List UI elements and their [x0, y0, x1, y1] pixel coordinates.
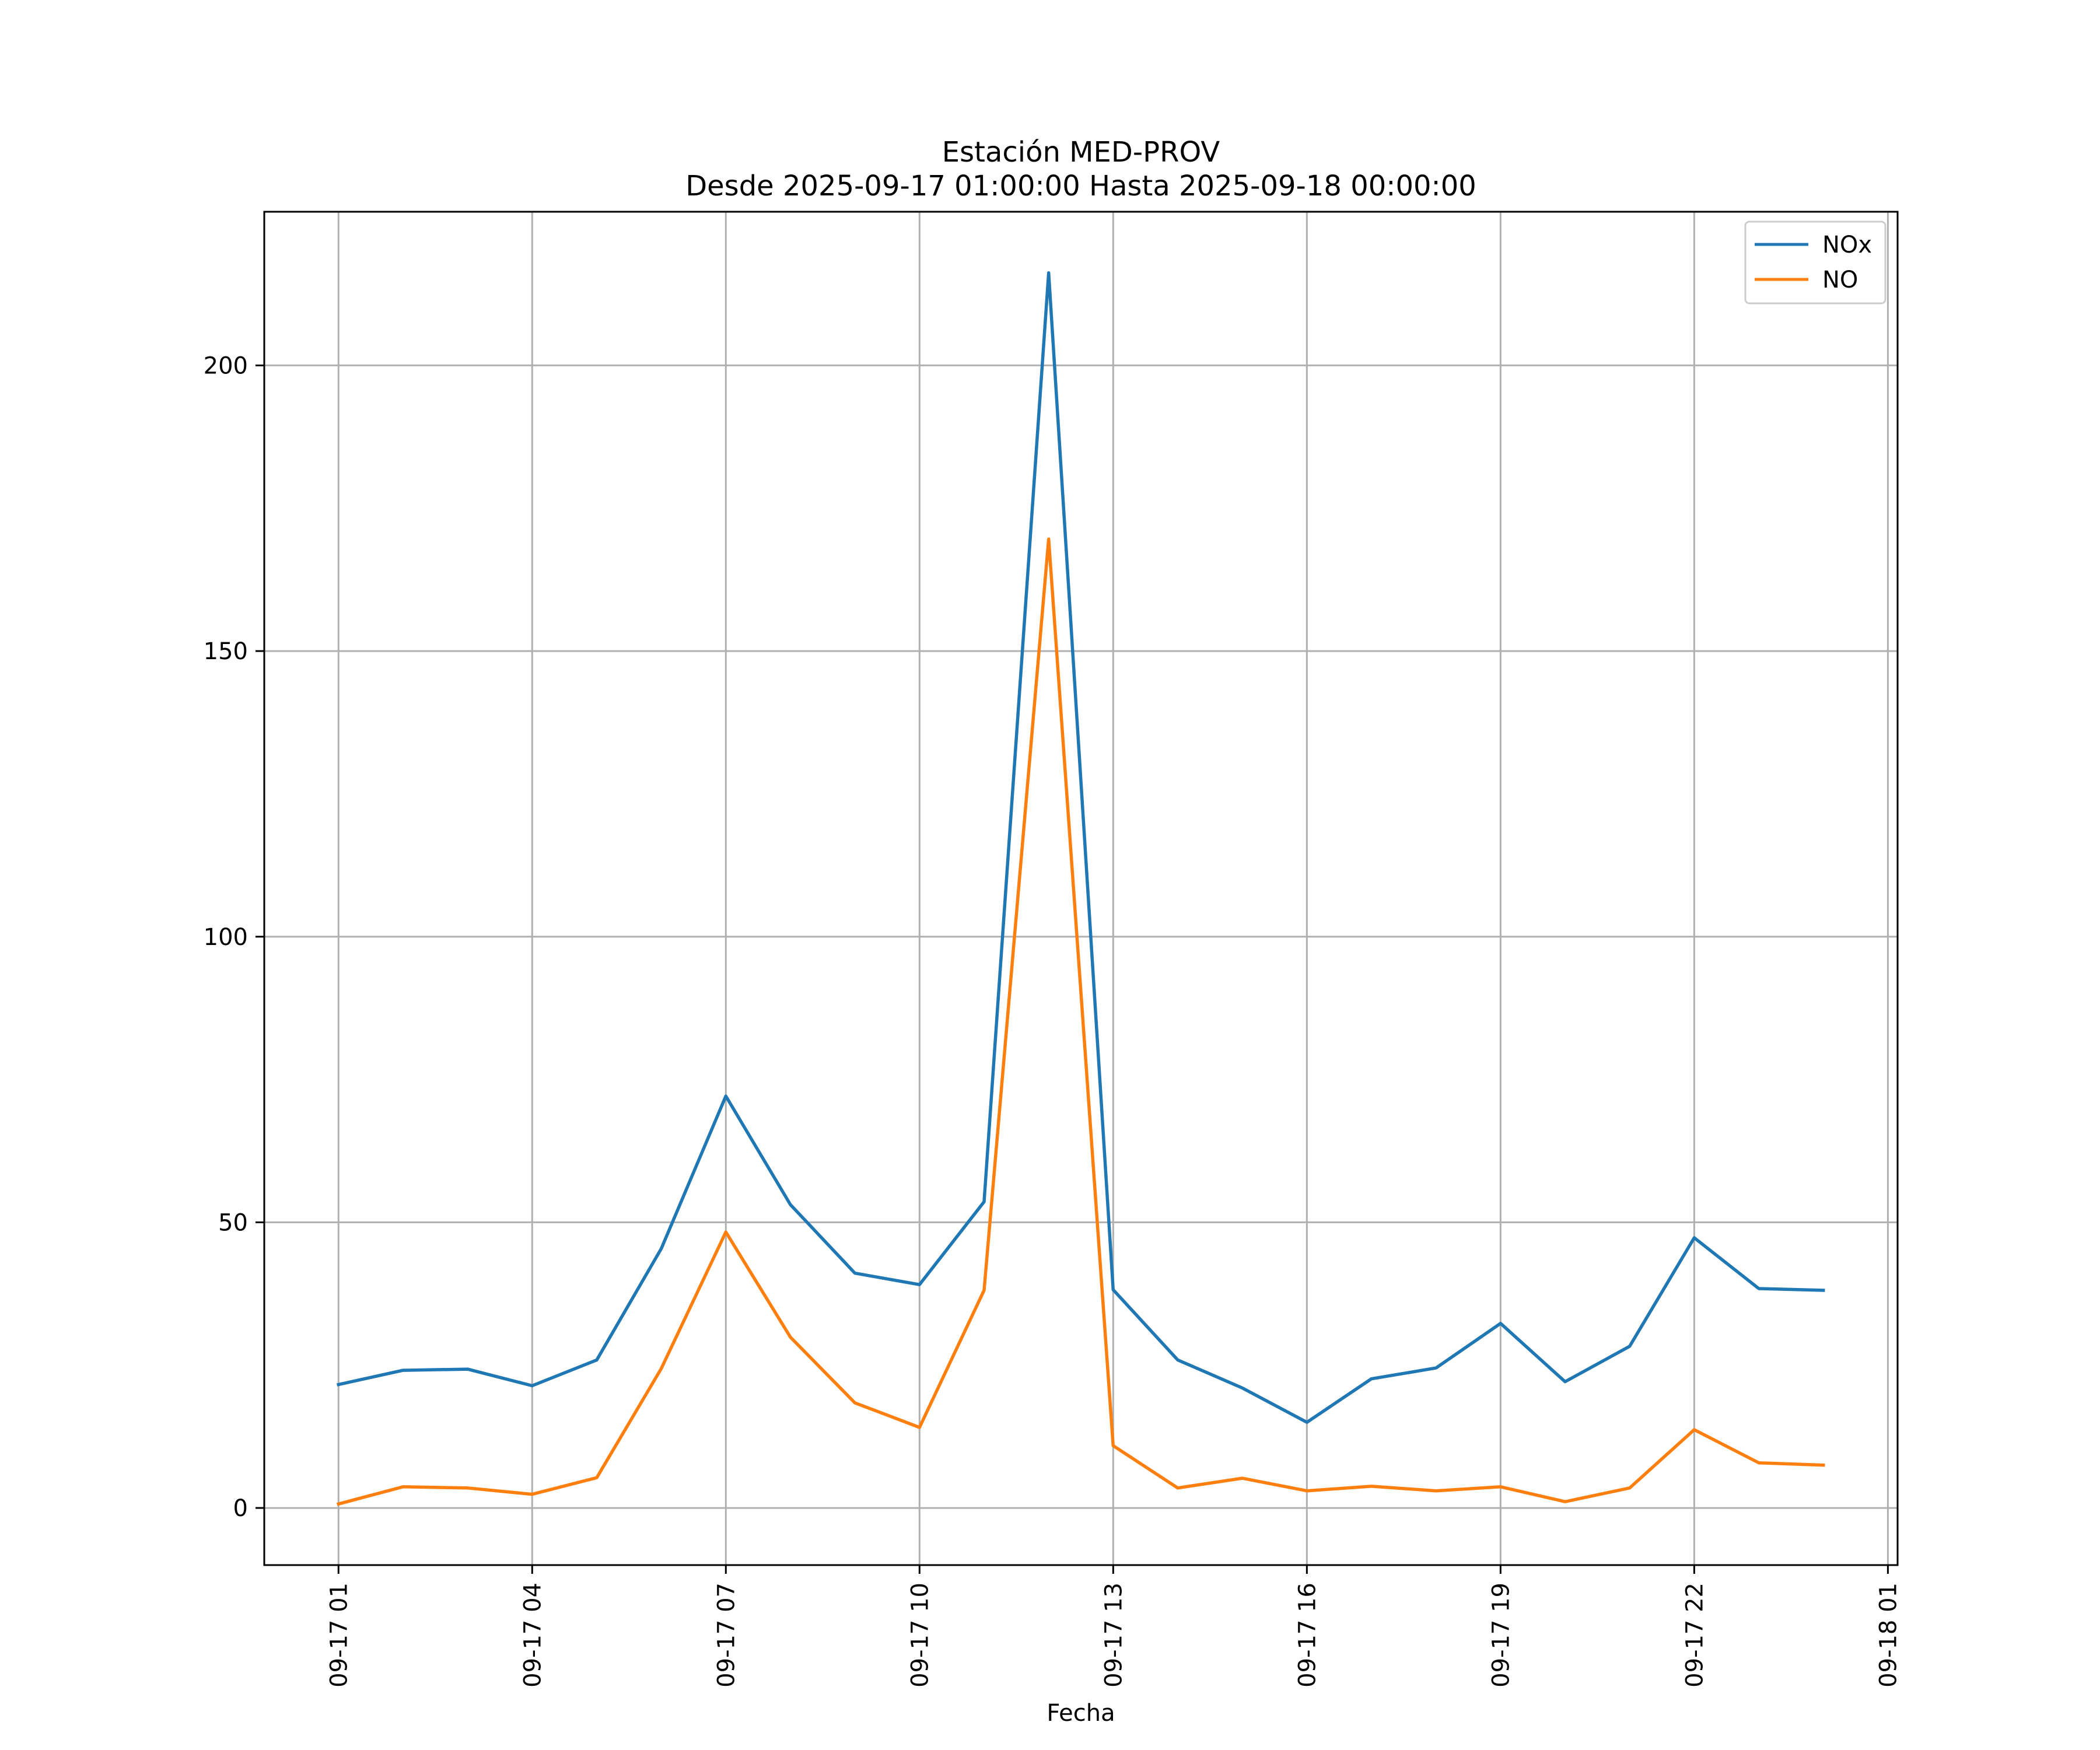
y-tick-label: 200 — [204, 352, 248, 379]
x-tick-label: 09-17 13 — [1100, 1583, 1127, 1688]
legend: NOx NO — [1744, 220, 1887, 304]
series-line-nox — [337, 271, 1825, 1424]
x-tick-label: 09-17 22 — [1681, 1583, 1708, 1688]
y-tick-label: 150 — [204, 638, 248, 665]
y-tick-label: 50 — [218, 1209, 248, 1236]
grid-layer — [264, 212, 1898, 1565]
legend-label-nox: NOx — [1822, 232, 1872, 258]
series-line-no — [336, 537, 1825, 1506]
x-tick-label: 09-17 19 — [1488, 1583, 1514, 1688]
plot-frame — [263, 211, 1899, 1566]
chart-title-line2: Desde 2025-09-17 01:00:00 Hasta 2025-09-… — [685, 170, 1476, 202]
y-tick-label: 100 — [204, 924, 248, 951]
chart-title-line1: Estación MED-PROV — [942, 136, 1220, 169]
tick-layer: 09-17 01 09-17 04 09-17 07 09-17 10 09-17 13… — [204, 352, 1902, 1687]
x-tick-label: 09-17 10 — [907, 1583, 933, 1688]
x-tick-label: 09-17 07 — [713, 1583, 740, 1688]
legend-box — [1744, 220, 1887, 304]
x-tick-label: 09-17 04 — [519, 1583, 546, 1688]
x-tick-label: 09-18 01 — [1875, 1583, 1902, 1688]
x-tick-label: 09-17 16 — [1294, 1583, 1321, 1688]
x-tick-label: 09-17 01 — [326, 1583, 352, 1688]
legend-label-no: NO — [1822, 267, 1858, 293]
series-layer — [336, 271, 1825, 1506]
x-axis-label: Fecha — [1046, 1700, 1115, 1727]
y-tick-label: 0 — [233, 1495, 248, 1522]
